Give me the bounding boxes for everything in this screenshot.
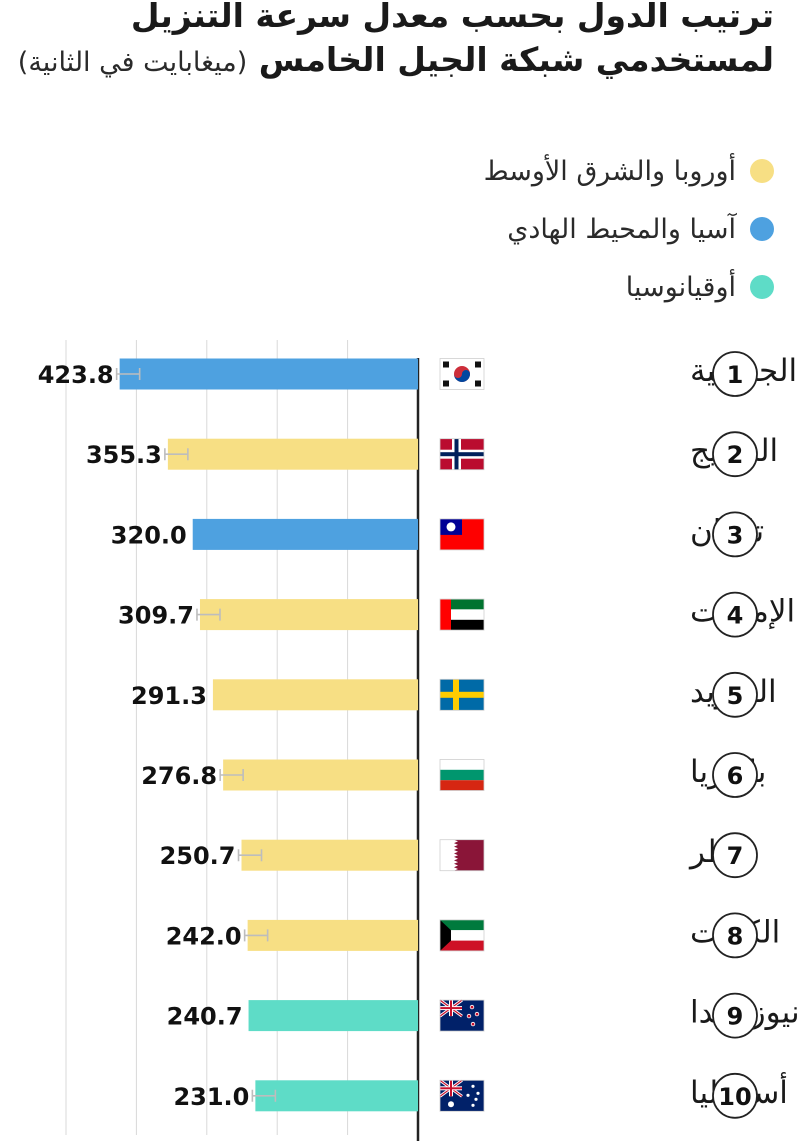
- bar-1: [119, 358, 418, 390]
- rank-circle-9: [712, 992, 758, 1039]
- new-zealand-flag: [439, 998, 485, 1032]
- rank-circle-1: [712, 351, 758, 397]
- error-bar-7: [237, 849, 263, 862]
- australia-flag: [439, 1079, 485, 1112]
- value-label-4: 309.7: [118, 602, 194, 630]
- value-label-3: 320.0: [111, 521, 187, 549]
- error-bar-4: [196, 608, 221, 621]
- rank-label-1: 1: [727, 361, 744, 389]
- legend-item-asia-pacific: آسيا والمحيط الهادي: [484, 200, 774, 258]
- rank-label-2: 2: [727, 441, 744, 469]
- rank-circle-5: [712, 671, 758, 718]
- rank-circle-7: [712, 832, 758, 879]
- qatar-flag: [439, 839, 485, 872]
- rank-label-10: 10: [718, 1083, 751, 1111]
- rank-circle-4: [712, 591, 758, 638]
- value-label-2: 355.3: [86, 441, 162, 469]
- rank-label-3: 3: [727, 521, 744, 549]
- error-bar-1: [115, 368, 141, 380]
- norway-flag: [439, 438, 485, 471]
- title-line-2-text: لمستخدمي شبكة الجيل الخامس: [258, 40, 774, 79]
- legend-swatch-asia-pacific: [750, 217, 774, 241]
- rank-circle-6: [712, 752, 758, 798]
- bar-8: [247, 919, 418, 951]
- bar-3: [192, 518, 418, 550]
- legend-label-asia-pacific: آسيا والمحيط الهادي: [507, 213, 736, 245]
- error-bar-6: [219, 769, 244, 781]
- bulgaria-flag: [439, 759, 485, 791]
- rank-circle-10: [712, 1072, 758, 1119]
- value-label-10: 231.0: [173, 1083, 249, 1111]
- rank-label-8: 8: [727, 922, 744, 950]
- legend: أوروبا والشرق الأوسط آسيا والمحيط الهادي…: [484, 142, 774, 316]
- legend-label-oceania: أوقيانوسيا: [625, 271, 736, 303]
- bar-chart: 423.8كوريا الجنـوبية1355.3النرويج2320.0ت…: [38, 340, 800, 1141]
- rank-label-9: 9: [727, 1003, 744, 1031]
- rank-label-5: 5: [727, 682, 744, 710]
- legend-label-europe-mideast: أوروبا والشرق الأوسط: [483, 155, 736, 187]
- rank-circle-3: [712, 511, 758, 558]
- title-line-2: لمستخدمي شبكة الجيل الخامس (ميغابايت في …: [14, 38, 774, 85]
- uae-flag: [439, 598, 485, 631]
- title-unit: (ميغابايت في الثانية): [17, 47, 248, 78]
- bar-2: [167, 438, 418, 470]
- legend-swatch-europe-mideast: [750, 159, 774, 183]
- legend-item-europe-mideast: أوروبا والشرق الأوسط: [484, 142, 774, 200]
- value-label-1: 423.8: [38, 361, 114, 389]
- rank-label-4: 4: [727, 602, 744, 630]
- value-label-7: 250.7: [160, 842, 236, 870]
- rank-circle-8: [712, 912, 758, 959]
- value-label-8: 242.0: [166, 922, 242, 950]
- bar-7: [241, 839, 418, 871]
- chart-title: ترتيب الدول بحسب معدل سرعة التنزيل لمستخ…: [14, 0, 774, 85]
- bar-9: [248, 1000, 418, 1032]
- legend-item-oceania: أوقيانوسيا: [484, 258, 774, 316]
- legend-swatch-oceania: [750, 275, 774, 299]
- bar-10: [255, 1080, 418, 1112]
- bar-4: [199, 599, 418, 631]
- kuwait-flag: [439, 919, 485, 952]
- bar-5: [212, 679, 418, 711]
- value-label-6: 276.8: [141, 762, 217, 790]
- south-korea-flag: [439, 358, 485, 390]
- taiwan-flag: [439, 518, 485, 551]
- error-bar-8: [243, 929, 269, 942]
- rank-circle-2: [712, 431, 758, 478]
- error-bar-10: [251, 1089, 277, 1102]
- error-bar-2: [164, 448, 189, 461]
- value-label-5: 291.3: [131, 682, 207, 710]
- rank-label-6: 6: [727, 762, 744, 790]
- bar-6: [223, 759, 418, 791]
- value-label-9: 240.7: [167, 1003, 243, 1031]
- sweden-flag: [439, 678, 485, 711]
- title-line-1: ترتيب الدول بحسب معدل سرعة التنزيل: [130, 0, 774, 35]
- rank-label-7: 7: [727, 842, 744, 870]
